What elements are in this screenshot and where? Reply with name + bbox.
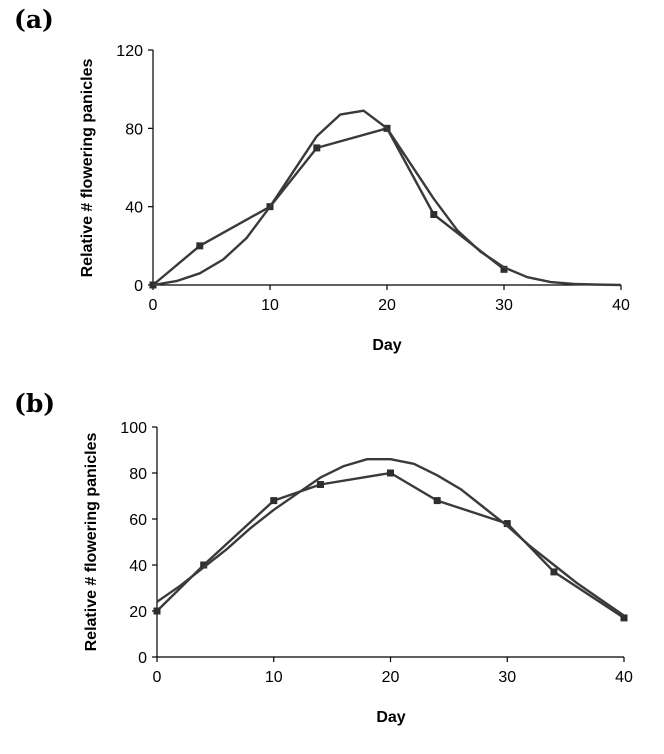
data-point-marker [550,568,558,576]
y-axis-title: Relative # flowering panicles [83,433,100,652]
data-point-marker [433,497,441,505]
x-tick-label: 40 [612,297,630,314]
data-point-marker [153,607,161,615]
x-tick-label: 20 [382,669,400,686]
observed-series-line [156,471,625,619]
panel-label: (a) [14,5,54,34]
data-point-marker [270,497,278,505]
data-point-marker [503,520,511,528]
x-tick-label: 40 [615,669,633,686]
data-point-marker [313,144,321,152]
chart-panel-a: (a) Relative # flowering panicles Day 0 4… [14,5,630,354]
x-tick-label: 10 [265,669,283,686]
panel-label: (b) [14,389,55,418]
data-point-marker [200,561,208,569]
y-axis-title: Relative # flowering panicles [79,59,96,278]
fitted-series-line [156,458,625,617]
fitted-series-line [152,109,622,287]
data-point-marker [500,265,508,273]
y-tick-label: 40 [129,558,147,575]
y-tick-label: 0 [134,278,143,295]
y-tick-label: 80 [129,466,147,483]
y-tick-label: 60 [129,512,147,529]
x-tick-label: 20 [378,297,396,314]
plot-area: 0 20 40 60 80 100 0 10 20 30 40 [120,420,633,686]
data-point-marker [387,469,394,477]
data-point-marker [430,211,438,218]
y-tick-label: 0 [138,650,147,667]
data-point-marker [620,614,628,622]
y-tick-label: 120 [116,43,143,60]
x-tick-label: 0 [149,297,158,314]
x-tick-label: 30 [498,669,516,686]
y-tick-label: 20 [129,604,147,621]
x-axis-title: Day [376,709,405,726]
y-tick-label: 100 [120,420,147,437]
x-tick-label: 10 [261,297,279,314]
observed-series-line [152,127,505,286]
x-axis-title: Day [372,337,401,354]
y-tick-label: 80 [125,121,143,138]
data-point-marker [316,481,324,488]
x-tick-label: 30 [495,297,513,314]
x-tick-label: 0 [153,669,162,686]
chart-panel-b: (b) Relative # flowering panicles Day 0 2… [14,389,633,726]
y-tick-label: 40 [125,200,143,217]
data-point-marker [196,242,204,250]
plot-area: 0 40 80 120 0 10 20 30 40 [116,43,630,314]
